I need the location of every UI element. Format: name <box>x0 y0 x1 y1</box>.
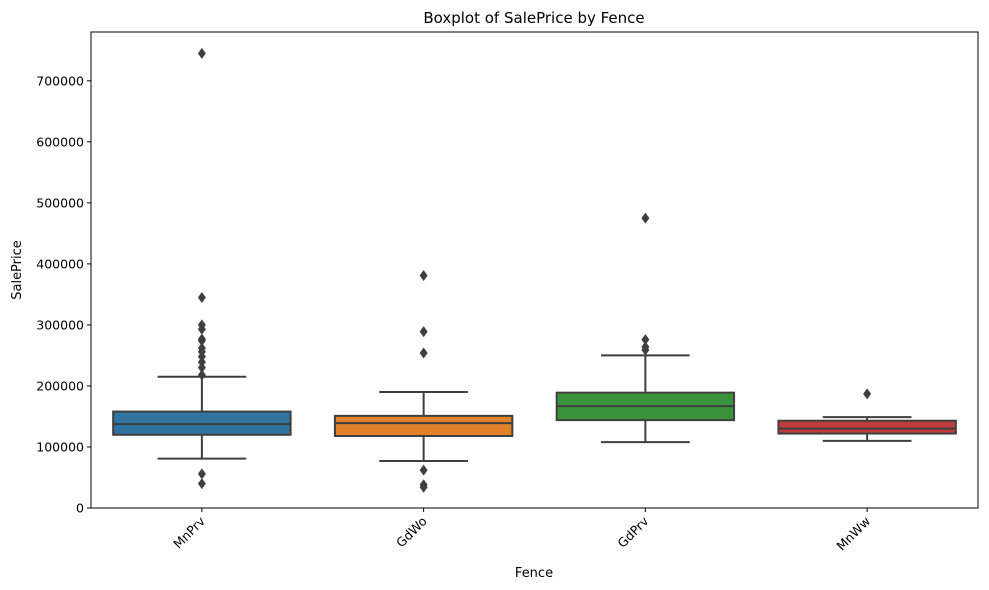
outlier-point <box>419 347 428 359</box>
outlier-point <box>419 464 428 476</box>
outlier-point <box>641 212 650 224</box>
outlier-point <box>419 269 428 281</box>
box-iqr <box>777 419 957 435</box>
x-tick-label: MnWw <box>833 514 873 554</box>
y-tick-label: 700000 <box>36 73 84 88</box>
x-axis: MnPrv GdWo GdPrv MnWw <box>170 508 873 553</box>
y-axis-label: SalePrice <box>10 240 25 300</box>
outlier-point <box>863 388 872 400</box>
outlier-point <box>641 344 650 356</box>
x-axis-label: Fence <box>515 566 553 581</box>
y-tick-label: 0 <box>76 501 84 516</box>
outlier-point <box>197 369 206 381</box>
chart-title: Boxplot of SalePrice by Fence <box>423 9 644 27</box>
y-tick-label: 300000 <box>36 317 84 332</box>
y-tick-label: 400000 <box>36 256 84 271</box>
box-group-mnww <box>777 388 957 442</box>
outlier-point <box>197 323 206 335</box>
y-tick-label: 100000 <box>36 439 84 454</box>
y-axis: 0 100000 200000 300000 400000 500000 600000 700… <box>36 73 91 516</box>
outlier-point <box>197 335 206 347</box>
plot-frame <box>90 31 979 509</box>
plot-area <box>112 47 957 493</box>
box-iqr <box>333 414 514 437</box>
outlier-point <box>419 326 428 338</box>
outlier-point <box>197 362 206 374</box>
y-tick-label: 500000 <box>36 195 84 210</box>
outlier-point <box>197 291 206 303</box>
y-tick-label: 600000 <box>36 134 84 149</box>
box-group-gdwo <box>333 269 514 493</box>
outlier-point <box>641 334 650 346</box>
box-group-gdprv <box>555 212 736 444</box>
box-group-mnprv <box>112 47 292 490</box>
outlier-point <box>419 481 428 493</box>
outlier-point <box>197 478 206 490</box>
x-tick-label: MnPrv <box>170 513 208 551</box>
outlier-point <box>197 47 206 59</box>
x-tick-label: GdWo <box>393 514 430 551</box>
outlier-point <box>197 468 206 480</box>
y-tick-label: 200000 <box>36 378 84 393</box>
x-tick-label: GdPrv <box>614 513 652 551</box>
